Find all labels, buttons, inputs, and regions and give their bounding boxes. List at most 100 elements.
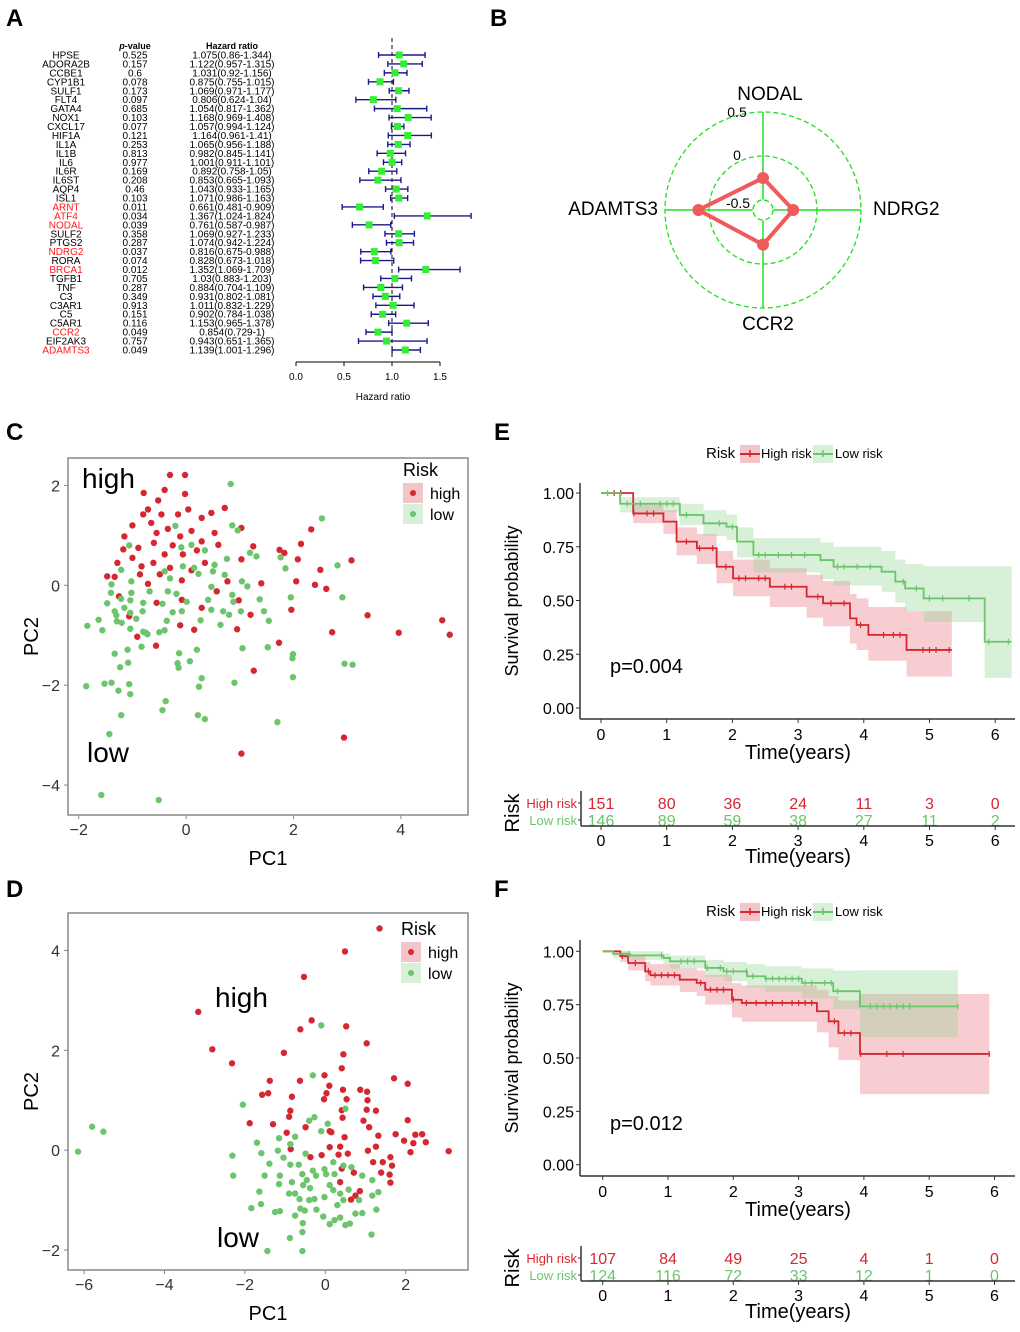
point-high [135,544,142,552]
risk-x-tick-label: 2 [728,833,737,850]
point-high [341,1133,348,1141]
point-low [244,583,251,590]
point-low [359,1209,366,1217]
point-low [127,597,134,604]
point-low [193,646,201,653]
p-value: 0.116 [123,319,148,330]
point-low [299,1228,306,1236]
point-low [373,1206,380,1213]
gene-name: CXCL17 [47,122,85,133]
risk-x-tick-label: 3 [794,1288,803,1305]
point-low [246,549,254,557]
point-high [321,1072,328,1079]
point-low [74,1148,82,1155]
hazard-ratio-point [422,266,430,274]
survival-curve-low-risk [602,950,958,1008]
point-high [266,1077,274,1084]
p-value: 0.208 [122,176,147,187]
panel-label-c: C [6,419,23,446]
point-high [258,580,265,587]
x-tick-label: 0 [182,822,191,839]
y-tick-label: −4 [42,778,60,795]
point-low [326,1181,333,1189]
point-high [318,1151,325,1159]
gene-name: CYP1B1 [47,77,86,88]
survival-curve-low-risk [601,492,1012,643]
annotation-low: low [87,737,130,768]
point-low [257,1200,265,1208]
risk-count: 25 [790,1251,808,1268]
y-axis-label: Survival probability [502,525,522,676]
point-low [336,1190,344,1197]
radar-level-label: 0.5 [727,104,747,120]
point-low [313,1206,320,1213]
point-high [158,511,165,518]
radar-axis-label: NODAL [737,84,802,105]
point-low [306,1117,313,1124]
hazard-ratio-text: 1.153(0.965-1.378) [189,319,274,330]
point-high [188,527,195,535]
point-low [280,1154,287,1161]
x-tick-label: 5 [925,727,934,744]
point-low [146,588,153,595]
annotation-high: high [82,463,135,494]
point-high [287,1107,294,1114]
point-high [446,631,453,638]
point-high [169,542,176,549]
point-high [215,541,222,549]
y-tick-label: −2 [42,1243,60,1260]
point-low [260,608,268,615]
point-low [164,588,172,595]
x-tick-label: 3 [794,1184,803,1201]
hazard-ratio-point [374,176,382,184]
hazard-ratio-text: 1.057(0.994-1.124) [189,122,274,133]
y-tick-label: 0.75 [543,540,574,557]
point-low [227,480,234,488]
point-high [300,973,308,981]
point-high [195,1008,202,1016]
point-low [178,544,185,551]
point-high [347,1196,355,1203]
point-high [198,514,205,522]
p-value: 0.121 [122,131,147,142]
survival-curve-high-risk [602,950,990,1055]
point-high [364,1147,372,1154]
y-axis-label: PC2 [21,1072,43,1111]
point-low [230,598,237,605]
hazard-ratio-point [391,274,399,282]
point-low [103,600,111,607]
x-tick-label: 4 [859,727,868,744]
p-value: 0.977 [122,158,147,169]
point-low [287,1140,294,1148]
risk-table-title: Risk [502,1248,524,1288]
point-low [239,645,246,652]
point-low [128,578,135,585]
point-low [287,594,295,601]
point-high [153,529,160,537]
y-tick-label: 1.00 [543,486,574,503]
risk-x-tick-label: 5 [925,833,934,850]
point-low [84,622,91,629]
x-tick-label: −4 [155,1277,173,1294]
hazard-ratio-text: 1.001(0.911-1.101) [190,158,274,169]
p-value: 0.685 [122,104,147,115]
annotation-low: low [217,1222,260,1253]
hazard-ratio-text: 1.03(0.883-1.203) [192,274,272,285]
point-low [306,1184,314,1192]
gene-name: TNF [56,283,75,294]
point-high [198,538,205,545]
panel-label-d: D [6,876,23,903]
hazard-ratio-text: 1.164(0.961-1.41) [192,131,272,142]
point-high [247,611,254,618]
x-tick-label: −2 [236,1277,254,1294]
x-tick-label: 0.0 [289,372,303,383]
point-high [288,606,295,613]
hazard-ratio-point [391,69,399,77]
hazard-ratio-point [400,60,408,68]
point-low [159,706,166,714]
point-high [422,1138,429,1146]
risk-x-tick-label: 0 [598,1288,607,1305]
point-low [127,609,134,616]
x-tick-label: 4 [859,1184,868,1201]
point-high [372,1143,380,1150]
